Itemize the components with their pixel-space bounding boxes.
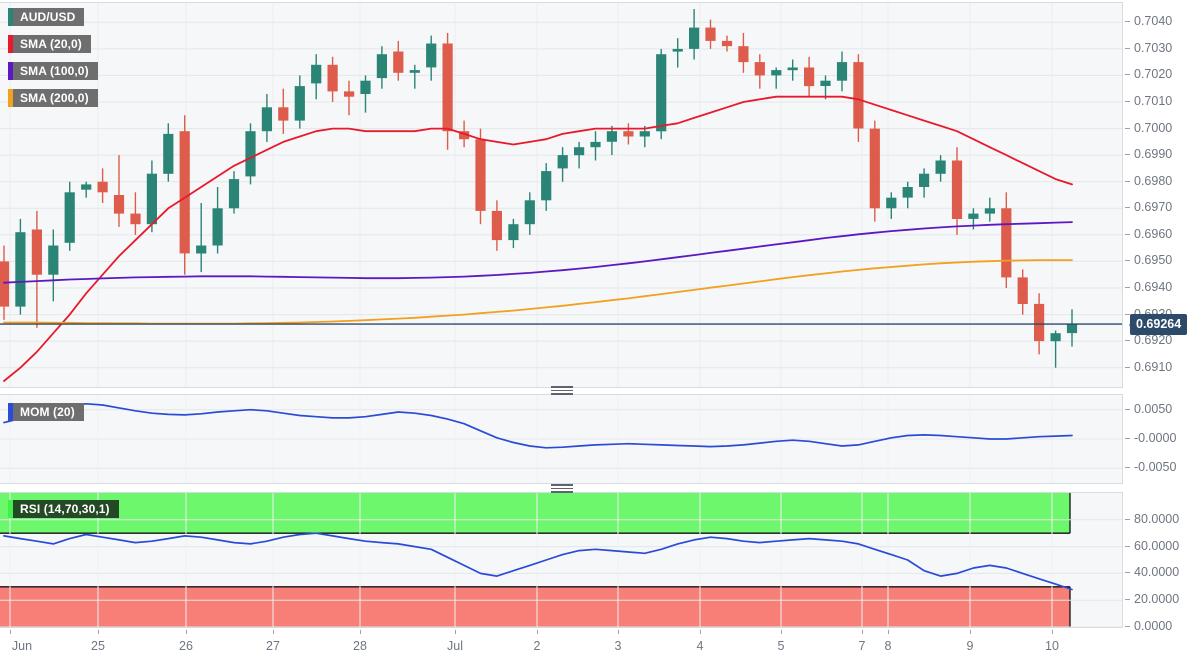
rsi-axis-label: 20.0000 (1134, 592, 1180, 607)
price-axis-tick (1125, 101, 1130, 102)
date-axis-tick (888, 630, 889, 634)
price-axis-tick (1125, 154, 1130, 156)
rsi-label: RSI (14,70,30,1) (13, 500, 119, 518)
date-axis-tick (455, 630, 456, 634)
momentum-axis-label: -0.0050 (1134, 460, 1177, 475)
date-axis-label: 9 (966, 639, 974, 653)
date-axis-tick (781, 630, 782, 634)
date-axis-label: 2 (533, 639, 541, 653)
rsi-axis-tick (1125, 626, 1130, 627)
rsi-color-swatch (8, 500, 13, 518)
date-axis-tick (10, 630, 11, 634)
sma-100-color-swatch (8, 62, 13, 80)
price-axis-label: 0.7030 (1134, 40, 1173, 55)
price-axis-label: 0.6980 (1134, 173, 1173, 188)
sma-100-label: SMA (100,0) (13, 62, 98, 80)
rsi-axis-label: 60.0000 (1134, 538, 1180, 553)
price-axis-label: 0.7040 (1134, 14, 1173, 29)
date-axis-label: 25 (91, 639, 105, 653)
price-axis-label: 0.6940 (1134, 280, 1173, 294)
price-axis-tick (1125, 47, 1130, 49)
price-axis-label: 0.7010 (1134, 94, 1173, 108)
rsi-axis-tick (1125, 545, 1130, 547)
price-axis-tick (1125, 260, 1130, 262)
date-axis-label: 28 (353, 639, 367, 653)
panel-resize-handle-mom-rsi[interactable] (551, 484, 573, 493)
rsi-axis-tick (1125, 518, 1130, 520)
price-axis-tick (1125, 74, 1130, 76)
momentum-axis-tick (1125, 408, 1130, 410)
date-axis-tick (618, 630, 619, 634)
price-axis-tick (1125, 366, 1130, 368)
price-axis-tick (1125, 21, 1130, 23)
price-axis-label: 0.7000 (1134, 120, 1173, 135)
legend-rsi[interactable]: RSI (14,70,30,1) (8, 500, 119, 518)
price-axis-label: 0.6950 (1134, 253, 1173, 268)
legend-mom[interactable]: MOM (20) (8, 403, 84, 421)
mom-color-swatch (8, 403, 13, 421)
date-axis-label: 4 (696, 639, 704, 653)
sma-20-color-swatch (8, 35, 13, 53)
rsi-axis-label: 40.0000 (1134, 565, 1180, 580)
price-axis-tick (1125, 127, 1130, 129)
legend-sma-20[interactable]: SMA (20,0) (8, 35, 91, 53)
mom-label: MOM (20) (13, 403, 84, 421)
rsi-axis-tick (1125, 599, 1130, 601)
date-axis-tick (360, 630, 361, 634)
date-axis-tick (862, 630, 863, 634)
momentum-indicator-panel[interactable] (0, 394, 1123, 484)
date-axis-label: 3 (614, 639, 622, 653)
sma-200-color-swatch (8, 89, 13, 107)
current-price-badge[interactable]: 0.69264 (1128, 314, 1188, 336)
price-axis-tick (1125, 340, 1130, 342)
legend-symbol[interactable]: AUD/USD (8, 8, 85, 26)
rsi-axis-tick (1125, 572, 1130, 574)
date-axis-label: 10 (1045, 639, 1059, 653)
price-axis-label: 0.6960 (1134, 226, 1173, 241)
date-axis-label: Jul (447, 639, 463, 653)
price-chart-panel[interactable] (0, 2, 1123, 388)
date-axis-tick (98, 630, 99, 634)
date-axis-label: 26 (179, 639, 193, 653)
date-axis-tick (273, 630, 274, 634)
date-axis-tick (1052, 630, 1053, 634)
legend-sma-200[interactable]: SMA (200,0) (8, 89, 98, 107)
price-axis-tick (1125, 180, 1130, 182)
symbol-label: AUD/USD (13, 8, 85, 26)
price-axis-tick (1125, 313, 1130, 315)
symbol-color-swatch (8, 8, 13, 26)
date-axis-label: 7 (858, 639, 866, 653)
sma-20-label: SMA (20,0) (13, 35, 91, 53)
date-axis-tick (700, 630, 701, 634)
momentum-axis-tick (1125, 467, 1130, 469)
panel-resize-handle-main-mom[interactable] (551, 386, 573, 395)
rsi-indicator-panel[interactable] (0, 492, 1123, 628)
date-axis-tick (537, 630, 538, 634)
legend-sma-100[interactable]: SMA (100,0) (8, 62, 98, 80)
momentum-axis-label: -0.0000 (1134, 431, 1177, 445)
price-axis-label: 0.6970 (1134, 200, 1173, 215)
date-axis-label: Jun (11, 639, 33, 653)
date-axis-label: 8 (884, 639, 892, 653)
date-axis-tick (970, 630, 971, 634)
sma-200-label: SMA (200,0) (13, 89, 98, 107)
rsi-axis-label: 80.0000 (1134, 511, 1180, 526)
price-axis-tick (1125, 207, 1130, 209)
date-axis-label: 5 (777, 639, 785, 653)
date-axis-tick (186, 630, 187, 634)
momentum-axis-label: 0.0050 (1134, 401, 1173, 416)
date-axis-label: 27 (266, 639, 280, 653)
price-axis-label: 0.7020 (1134, 67, 1173, 82)
price-axis-label: 0.6990 (1134, 147, 1173, 162)
momentum-axis-tick (1125, 438, 1130, 439)
price-axis-label: 0.6910 (1134, 359, 1173, 374)
price-axis-tick (1125, 233, 1130, 235)
price-axis-tick (1125, 287, 1130, 288)
price-axis-label: 0.6920 (1134, 333, 1173, 348)
rsi-axis-label: 0.0000 (1134, 619, 1173, 633)
